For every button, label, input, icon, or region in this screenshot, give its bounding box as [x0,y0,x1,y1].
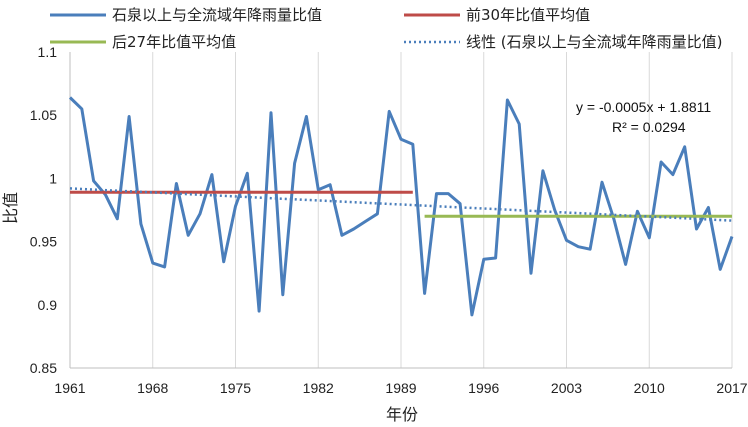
legend-label-trend: 线性 (石泉以上与全流域年降雨量比值) [466,33,722,51]
y-tick-label-1: 1 [49,170,57,186]
legend-label-second-mean: 后27年比值平均值 [112,33,236,51]
r-squared: R² = 0.0294 [612,119,686,135]
x-tick-label-1975: 1975 [220,380,251,396]
trend-equation: y = -0.0005x + 1.8811 [576,99,711,115]
x-tick-label-1961: 1961 [54,380,85,396]
x-tick-label-1989: 1989 [385,380,416,396]
y-tick-label-1.05: 1.05 [30,107,57,123]
legend-label-first-mean: 前30年比值平均值 [466,6,590,24]
series-layer [68,96,734,317]
x-axis-title: 年份 [386,405,418,424]
x-tick-label-2017: 2017 [716,380,747,396]
x-tick-label-1996: 1996 [468,380,499,396]
legend: 石泉以上与全流域年降雨量比值 前30年比值平均值 后27年比值平均值 线性 (石… [50,6,722,51]
gridlines [152,52,733,368]
observed-ratio-line [68,96,734,317]
legend-entry-trend: 线性 (石泉以上与全流域年降雨量比值) [404,33,722,51]
x-tick-label-2003: 2003 [551,380,582,396]
y-tick-label-0.9: 0.9 [38,297,58,313]
y-tick-label-0.95: 0.95 [30,234,57,250]
y-axis-title: 比值 [1,192,20,224]
y-tick-label-0.85: 0.85 [30,360,57,376]
x-tick-label-1968: 1968 [137,380,168,396]
legend-entry-first-mean: 前30年比值平均值 [404,6,590,24]
tick-labels: 1961 1968 1975 1982 1989 1996 2003 2010 2017 0.85… [30,44,748,396]
legend-entry-second-mean: 后27年比值平均值 [50,33,236,51]
axes [69,52,732,369]
legend-label-observed: 石泉以上与全流域年降雨量比值 [112,6,322,24]
x-tick-label-1982: 1982 [303,380,334,396]
legend-entry-observed: 石泉以上与全流域年降雨量比值 [50,6,322,24]
x-tick-label-2010: 2010 [634,380,665,396]
linear-trend-line [69,187,733,222]
y-tick-label-1.1: 1.1 [38,44,58,60]
